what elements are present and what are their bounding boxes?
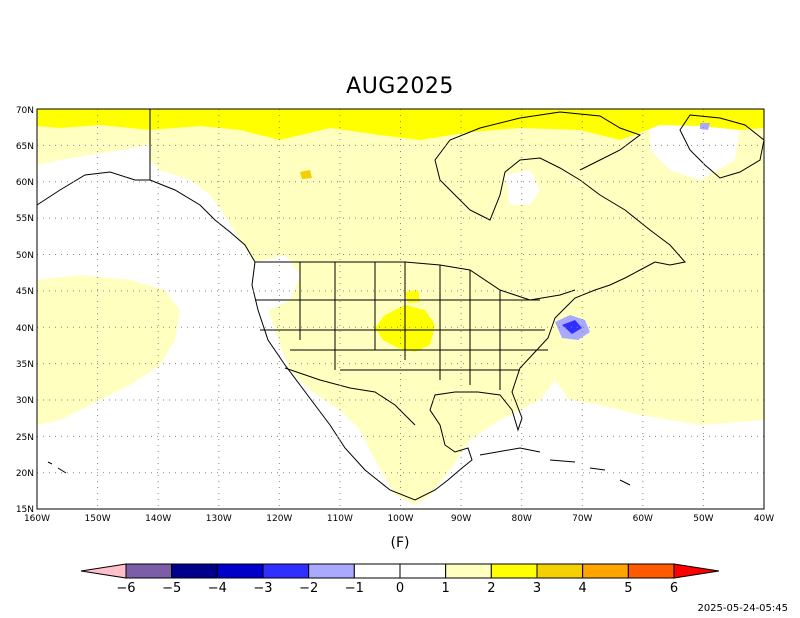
coastline-greenland: [679, 114, 765, 179]
latitude-labels: 15N 20N 25N 30N 35N 40N 45N 50N 55N 60N …: [16, 106, 34, 515]
anomaly-area-yukon: [300, 170, 312, 179]
lon-label: 80W: [512, 514, 532, 524]
border-us-mexico: [284, 367, 416, 426]
colorbar-box: [582, 563, 629, 579]
lat-label: 60N: [16, 178, 34, 188]
colorbar-label: −5: [162, 581, 181, 596]
colorbar-label: 2: [487, 581, 495, 596]
lat-label: 25N: [16, 433, 34, 443]
colorbar-label: −1: [345, 581, 364, 596]
coastline-north-america: [36, 111, 686, 501]
colorbar-box: [627, 563, 675, 579]
colorbar-label: −4: [208, 581, 227, 596]
lon-label: 100W: [387, 514, 413, 524]
graticule: [37, 109, 764, 509]
unit-label: (F): [390, 535, 410, 551]
colorbar-box: [399, 563, 447, 579]
lat-label: 50N: [16, 251, 34, 261]
colorbar: −6 −5 −4 −3 −2 −1 0 1 2 3 4 5 6: [80, 563, 720, 596]
lon-label: 90W: [451, 514, 471, 524]
lat-label: 35N: [16, 360, 34, 370]
lon-label: 70W: [572, 514, 592, 524]
colorbar-arrow-low: [80, 563, 127, 579]
anomaly-area-neutral-caribbean: [460, 430, 660, 509]
coastline-hawaii: [47, 461, 67, 474]
colorbar-label: −6: [116, 581, 135, 596]
colorbar-box: [125, 563, 173, 579]
border-us-canada: [255, 261, 576, 301]
lat-label: 20N: [16, 469, 34, 479]
colorbar-box: [171, 563, 218, 579]
lon-label: 120W: [266, 514, 292, 524]
anomaly-area-blue-greenland: [700, 123, 710, 130]
anomaly-area-north-pacific: [37, 275, 180, 425]
colorbar-box: [490, 563, 538, 579]
colorbar-label: −3: [253, 581, 272, 596]
lat-label: 70N: [16, 106, 34, 116]
lon-label: 130W: [206, 514, 232, 524]
anomaly-area-arctic-band: [37, 109, 764, 140]
lon-label: 160W: [24, 514, 50, 524]
colorbar-label: 4: [579, 581, 587, 596]
anomaly-area-canada: [150, 109, 560, 505]
anomaly-area-neutral-rockies: [255, 255, 300, 310]
anomaly-area-atlantic: [410, 109, 764, 425]
lon-label: 110W: [327, 514, 353, 524]
lat-label: 40N: [16, 324, 34, 334]
colorbar-box: [216, 563, 264, 579]
lon-label: 60W: [633, 514, 653, 524]
anomaly-area-neutral-greenland: [650, 115, 740, 180]
lon-label: 50W: [693, 514, 713, 524]
colorbar-label: 3: [533, 581, 541, 596]
colorbar-label: 5: [624, 581, 632, 596]
lat-label: 55N: [16, 214, 34, 224]
map-border: [36, 108, 765, 510]
colorbar-arrow-high: [673, 563, 720, 579]
lat-label: 65N: [16, 142, 34, 152]
lon-label: 40W: [754, 514, 774, 524]
colorbar-box: [536, 563, 584, 579]
colorbar-label: 0: [396, 581, 404, 596]
timestamp: 2025-05-24-05:45: [697, 603, 788, 614]
anomaly-fill: [37, 109, 764, 509]
colorbar-box: [353, 563, 401, 579]
colorbar-label: 1: [442, 581, 450, 596]
map-title: AUG2025: [346, 74, 454, 99]
coastlines: [36, 109, 765, 501]
colorbar-box: [262, 563, 310, 579]
colorbar-label: 6: [670, 581, 678, 596]
colorbar-box: [308, 563, 355, 579]
lat-label: 30N: [16, 396, 34, 406]
longitude-labels: 160W 150W 140W 130W 120W 110W 100W 90W 8…: [24, 514, 774, 524]
border-states: [255, 262, 548, 390]
anomaly-area-neutral-hudson: [505, 170, 540, 205]
lon-label: 140W: [145, 514, 171, 524]
lat-label: 15N: [16, 505, 34, 515]
colorbar-box: [445, 563, 492, 579]
lat-label: 45N: [16, 287, 34, 297]
colorbar-label: −2: [299, 581, 318, 596]
coastline-caribbean: [479, 447, 631, 486]
lon-label: 150W: [85, 514, 111, 524]
